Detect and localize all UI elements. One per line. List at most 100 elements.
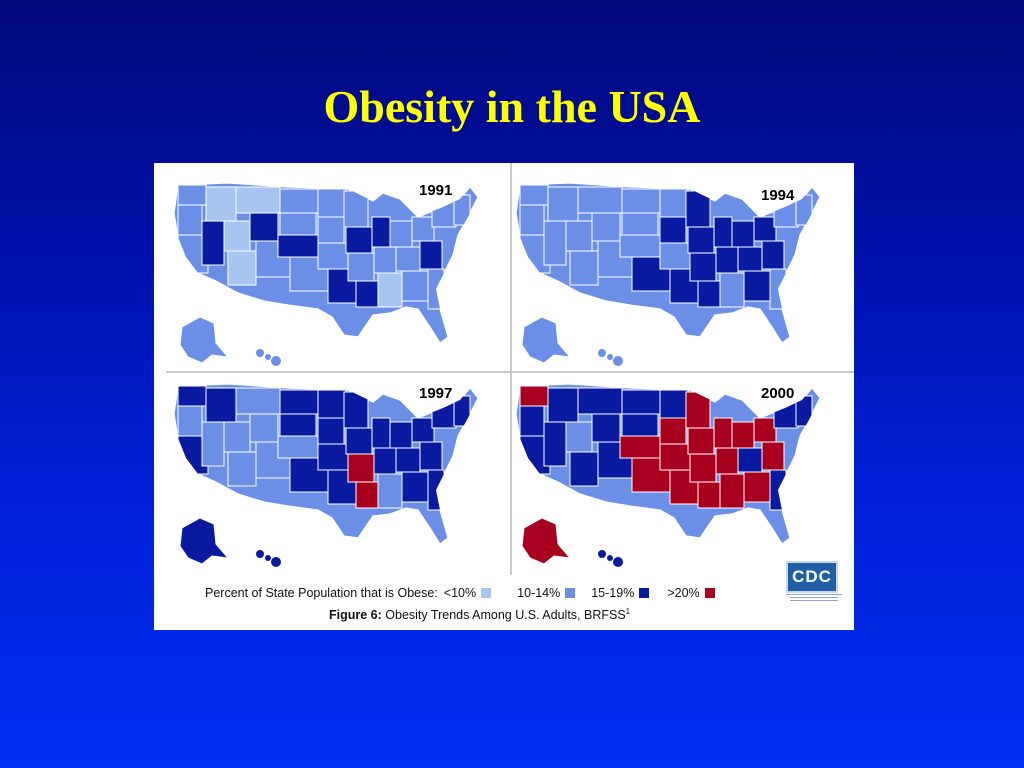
- state-region: [731, 421, 755, 449]
- state-region: [519, 184, 549, 206]
- state-region: [227, 451, 257, 487]
- state-region: [431, 200, 457, 228]
- state-region: [343, 391, 369, 429]
- state-region: [279, 389, 319, 415]
- cdc-logo-tagline-lines: [786, 594, 842, 604]
- year-label-1994: 1994: [761, 187, 795, 204]
- hawaii-island: [598, 349, 606, 357]
- state-region: [621, 188, 661, 214]
- state-region: [431, 401, 457, 429]
- state-region: [279, 188, 319, 214]
- state-region: [761, 240, 785, 270]
- state-region: [205, 387, 237, 423]
- state-region: [685, 190, 711, 228]
- state-region: [279, 212, 317, 236]
- state-region: [619, 435, 661, 459]
- state-region: [177, 405, 203, 437]
- state-region: [795, 395, 813, 427]
- state-region: [427, 268, 445, 310]
- legend-item-15-19: 15-19%: [591, 586, 650, 600]
- state-region: [371, 417, 391, 449]
- state-region: [205, 186, 237, 222]
- state-region: [743, 471, 771, 503]
- state-region: [565, 421, 593, 453]
- hawaii-island: [256, 550, 264, 558]
- state-region: [317, 216, 345, 244]
- state-region: [753, 417, 777, 443]
- state-region: [277, 234, 319, 258]
- state-region: [697, 481, 721, 509]
- state-region: [371, 216, 391, 248]
- state-region: [621, 413, 659, 437]
- state-region: [769, 469, 787, 511]
- state-region: [355, 280, 379, 308]
- hawaii-island: [607, 555, 613, 561]
- year-label-1991: 1991: [419, 182, 453, 199]
- state-region: [543, 421, 567, 467]
- state-region: [719, 473, 745, 509]
- state-region: [715, 246, 739, 274]
- state-region: [547, 387, 579, 423]
- state-region: [659, 216, 687, 244]
- state-region: [249, 212, 279, 242]
- state-region: [395, 447, 421, 473]
- state-region: [577, 387, 623, 415]
- legend-swatch: [704, 588, 715, 598]
- state-region: [753, 216, 777, 242]
- state-region: [427, 469, 445, 511]
- legend-label: 15-19%: [591, 586, 635, 600]
- state-region: [223, 421, 251, 453]
- alaska-shape: [521, 316, 572, 364]
- state-region: [411, 216, 435, 242]
- state-region: [773, 401, 799, 429]
- state-region: [619, 234, 661, 258]
- legend-item-10-14: 10-14%: [517, 586, 576, 600]
- state-region: [419, 441, 443, 471]
- state-region: [453, 194, 471, 226]
- map-1991: [173, 182, 479, 366]
- state-region: [401, 471, 429, 503]
- state-region: [279, 413, 317, 437]
- state-region: [569, 250, 599, 286]
- state-region: [689, 453, 717, 483]
- legend-item-gt20: >20%: [667, 586, 715, 600]
- year-label-2000: 2000: [761, 385, 795, 402]
- state-region: [227, 250, 257, 286]
- alaska-shape: [179, 517, 230, 565]
- state-region: [235, 387, 281, 415]
- state-region: [659, 443, 691, 471]
- caption-label: Figure 6:: [329, 608, 382, 623]
- obesity-map-figure: 1991 1994 1997 2000 Percent of State Pop…: [154, 163, 854, 630]
- state-region: [737, 447, 763, 473]
- state-region: [519, 385, 549, 407]
- state-region: [377, 473, 403, 509]
- state-region: [743, 270, 771, 302]
- state-region: [223, 220, 251, 252]
- state-region: [659, 417, 687, 445]
- legend-label: >20%: [667, 586, 700, 600]
- state-region: [317, 188, 347, 218]
- state-region: [347, 453, 375, 483]
- state-region: [689, 252, 717, 282]
- legend-label: <10%: [443, 586, 477, 600]
- state-region: [737, 246, 763, 272]
- state-region: [687, 427, 715, 455]
- legend-swatch: [481, 588, 492, 598]
- legend-item-lt10: <10%: [443, 586, 492, 600]
- state-region: [277, 435, 319, 459]
- slide-title: Obesity in the USA: [323, 81, 701, 132]
- legend-lead: Percent of State Population that is Obes…: [205, 586, 438, 600]
- state-region: [621, 212, 659, 236]
- hawaii-island: [265, 555, 271, 561]
- hawaii-island: [607, 354, 613, 360]
- state-region: [249, 413, 279, 443]
- state-region: [577, 186, 623, 214]
- state-region: [377, 272, 403, 308]
- state-region: [177, 204, 203, 236]
- caption-text: Obesity Trends Among U.S. Adults, BRFSS: [385, 608, 626, 623]
- state-region: [201, 421, 225, 467]
- state-region: [773, 200, 799, 228]
- hawaii-island: [256, 349, 264, 357]
- state-region: [373, 246, 397, 274]
- state-region: [519, 204, 545, 236]
